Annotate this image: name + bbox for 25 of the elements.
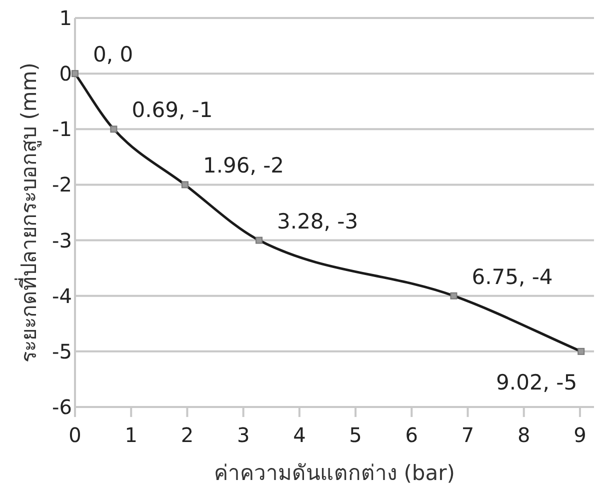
y-tick-label: -4 — [52, 284, 72, 308]
y-tick-label: -5 — [52, 339, 72, 364]
y-tick-label: -3 — [52, 228, 72, 252]
x-tick-label: 7 — [461, 423, 474, 447]
data-label: 6.75, -4 — [472, 264, 553, 289]
y-tick-label: 0 — [59, 62, 72, 86]
data-label: 9.02, -5 — [496, 370, 578, 394]
x-tick-label: 4 — [293, 423, 306, 447]
data-label: 3.28, -3 — [277, 209, 358, 234]
data-label: 0, 0 — [93, 42, 134, 67]
y-tick-label: -6 — [52, 395, 72, 419]
x-tick-label: 5 — [349, 423, 362, 447]
x-tick-label: 3 — [236, 423, 250, 447]
x-tick-label: 9 — [574, 423, 586, 447]
x-axis-title: ค่าความดันแตกต่าง (bar) — [214, 461, 455, 485]
data-label: 1.96, -2 — [202, 154, 284, 178]
y-tick-label: 1 — [59, 6, 72, 30]
y-axis-title: ระยะกดที่ปลายกระบอกสูบ (mm) — [14, 62, 42, 362]
y-tick-label: -2 — [52, 172, 72, 197]
data-label: 0.69, -1 — [132, 98, 213, 122]
x-tick-label: 1 — [124, 423, 138, 447]
x-tick-label: 8 — [518, 423, 530, 447]
y-tick-label: -1 — [52, 117, 72, 142]
x-tick-label: 2 — [180, 423, 194, 447]
x-tick-label: 6 — [405, 423, 418, 447]
